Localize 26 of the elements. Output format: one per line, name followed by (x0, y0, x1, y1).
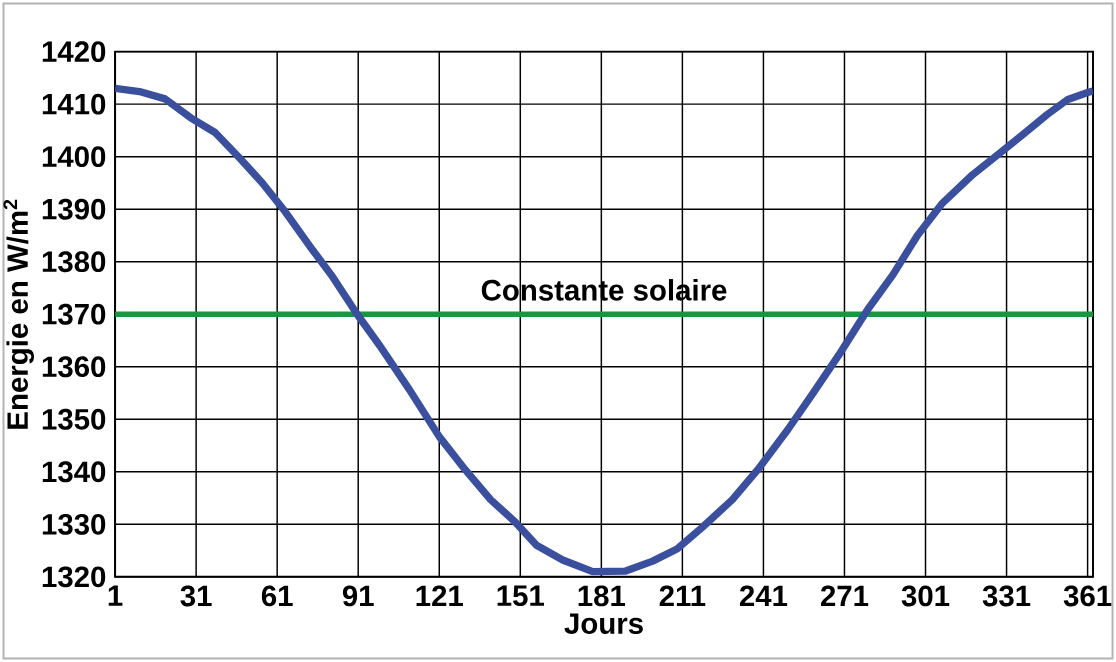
y-tick-label: 1400 (42, 146, 106, 168)
y-tick-label: 1360 (42, 356, 106, 378)
y-axis-title: Energie en W/m$^{2}$ (3, 199, 34, 429)
x-tick-label: 301 (901, 585, 950, 607)
x-tick-label: 91 (342, 585, 374, 607)
x-tick-label: 271 (820, 585, 869, 607)
x-tick-label: 211 (659, 585, 706, 607)
x-axis-title: Jours (564, 613, 643, 634)
y-tick-label: 1410 (42, 93, 106, 115)
x-tick-label: 1 (108, 585, 123, 606)
x-tick-label: 331 (982, 585, 1031, 607)
y-tick-label: 1340 (42, 461, 106, 483)
x-tick-label: 181 (578, 585, 626, 607)
y-tick-label: 1320 (42, 566, 106, 588)
y-tick-label: 1330 (42, 513, 106, 535)
y-tick-label: 1370 (42, 303, 106, 325)
x-tick-label: 151 (497, 585, 545, 607)
y-tick-label: 1390 (42, 198, 106, 220)
y-tick-label: 1350 (42, 408, 106, 430)
x-tick-label: 361 (1063, 585, 1112, 607)
x-tick-label: 121 (416, 585, 463, 607)
y-tick-label: 1380 (42, 251, 106, 273)
x-tick-label: 241 (739, 585, 788, 607)
x-tick-label: 61 (261, 585, 293, 607)
y-tick-label: 1420 (42, 41, 106, 63)
x-tick-label: 31 (180, 585, 212, 607)
